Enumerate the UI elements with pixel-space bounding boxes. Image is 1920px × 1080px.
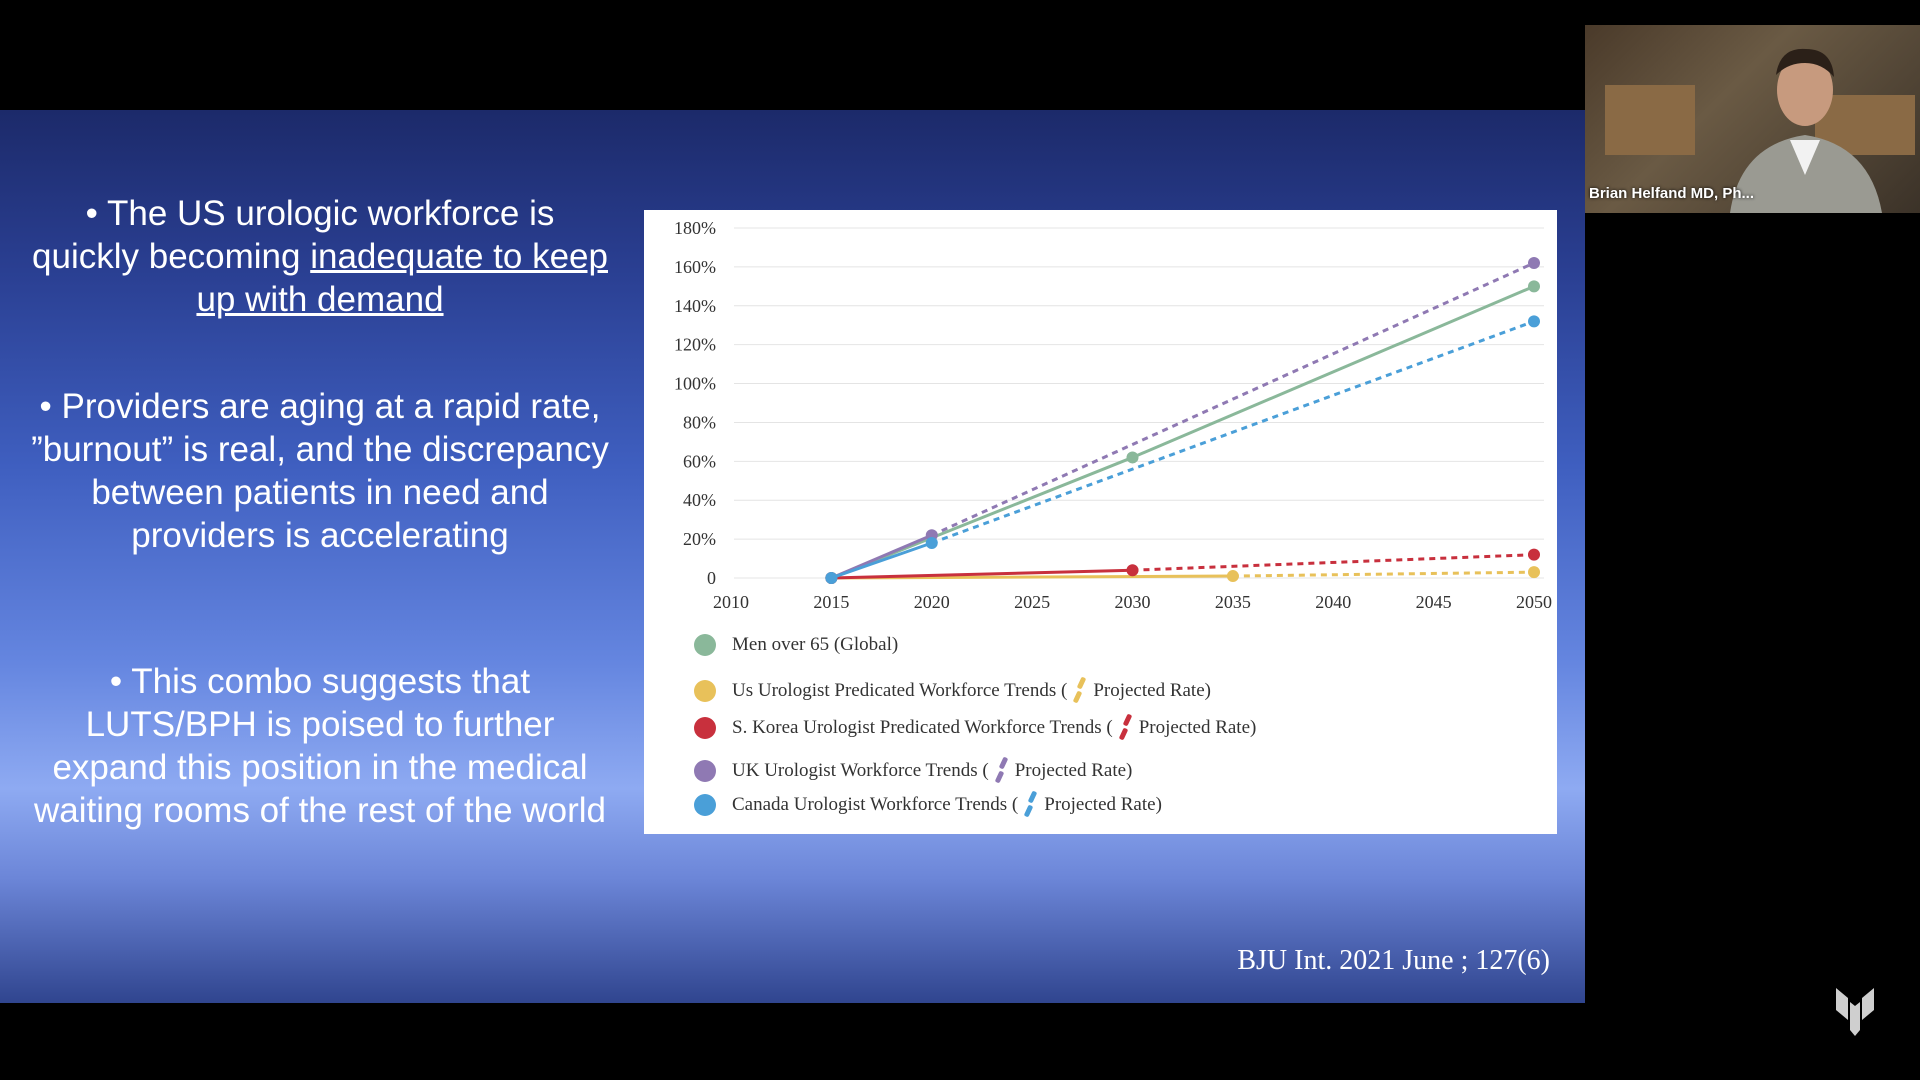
series-point	[1528, 257, 1540, 269]
x-tick-label: 2030	[1115, 592, 1151, 612]
series-point	[1528, 280, 1540, 293]
legend-item: S. Korea Urologist Predicated Workforce …	[694, 713, 1256, 743]
bullet-workforce-text: • The US urologic workforce is quickly b…	[32, 194, 555, 276]
legend-marker	[694, 794, 716, 816]
brand-logo-icon	[1836, 988, 1874, 1036]
y-tick-label: 160%	[674, 257, 716, 277]
legend-dash-icon	[1023, 790, 1038, 819]
y-tick-label: 20%	[683, 529, 716, 549]
legend-item: Men over 65 (Global)	[694, 630, 898, 660]
legend-label: Men over 65 (Global)	[732, 634, 899, 655]
legend-item: Canada Urologist Workforce Trends ( Proje…	[694, 790, 1162, 820]
legend-dash-icon	[994, 756, 1009, 785]
y-tick-label: 0	[707, 568, 716, 588]
legend-dash-icon	[1118, 713, 1133, 742]
x-tick-label: 2015	[813, 592, 849, 612]
speaker-avatar	[1730, 48, 1882, 213]
bullet-workforce: • The US urologic workforce is quickly b…	[30, 192, 610, 321]
legend-item: UK Urologist Workforce Trends ( Projected…	[694, 756, 1132, 786]
legend-marker	[694, 634, 716, 656]
x-tick-label: 2010	[713, 592, 749, 612]
legend-suffix: Projected Rate)	[1014, 760, 1133, 781]
legend-label: Canada Urologist Workforce Trends (	[732, 794, 1019, 815]
series-point	[1528, 548, 1540, 561]
x-tick-label: 2035	[1215, 592, 1251, 612]
y-tick-label: 120%	[674, 335, 716, 355]
series-line	[931, 319, 1535, 545]
legend-marker	[694, 760, 716, 782]
bullet-providers: • Providers are aging at a rapid rate, ”…	[31, 387, 609, 555]
speaker-name-label: Brian Helfand MD, Ph...	[1589, 185, 1755, 202]
series-point	[925, 537, 938, 549]
bullet-combo: • This combo suggests that LUTS/BPH is p…	[34, 662, 606, 830]
x-tick-label: 2040	[1315, 592, 1351, 612]
bullet-workforce-underlined: inadequate to keep up with demand	[196, 237, 608, 319]
y-tick-label: 60%	[683, 451, 716, 471]
y-tick-label: 100%	[674, 374, 716, 394]
series-point	[1226, 570, 1239, 583]
legend-marker	[694, 717, 716, 739]
legend-suffix: Projected Rate)	[1138, 717, 1257, 738]
legend-dash-icon	[1073, 676, 1087, 705]
x-tick-label: 2045	[1416, 592, 1452, 612]
series-point	[1126, 564, 1139, 577]
speaker-video-tile[interactable]: Brian Helfand MD, Ph...	[1585, 25, 1920, 213]
legend-label: S. Korea Urologist Predicated Workforce …	[732, 717, 1113, 738]
legend-suffix: Projected Rate)	[1044, 794, 1162, 815]
series-point	[1528, 566, 1540, 579]
chart-plot: 180% 160% 140% 120% 100% 80% 60% 40% 20% 0 2010 201…	[674, 218, 1552, 612]
series-point	[1126, 451, 1139, 464]
series-point	[825, 572, 838, 584]
workforce-chart: 180% 160% 140% 120% 100% 80% 60% 40% 20% 0 2010 201…	[644, 210, 1557, 834]
series-point	[1528, 315, 1540, 328]
legend-item: Us Urologist Predicated Workforce Trends…	[694, 676, 1211, 706]
y-tick-label: 180%	[674, 218, 716, 238]
y-tick-label: 140%	[674, 296, 716, 316]
x-tick-label: 2020	[914, 592, 950, 612]
x-tick-label: 2025	[1014, 592, 1050, 612]
legend-label: Us Urologist Predicated Workforce Trends…	[732, 680, 1068, 701]
series-line	[1132, 553, 1535, 572]
series-line	[1131, 284, 1535, 459]
legend-suffix: Projected Rate)	[1093, 680, 1211, 701]
series-line	[831, 568, 1133, 580]
legend-marker	[694, 680, 716, 702]
citation-text: BJU Int. 2021 June ; 127(6)	[1237, 945, 1550, 976]
series-line	[830, 541, 933, 580]
series-line	[1232, 570, 1535, 578]
y-tick-label: 80%	[683, 412, 716, 432]
presentation-slide: • The US urologic workforce is quickly b…	[0, 110, 1585, 1003]
x-tick-label: 2050	[1516, 592, 1552, 612]
series-line	[931, 261, 1535, 537]
y-tick-label: 40%	[683, 490, 716, 510]
legend-label: UK Urologist Workforce Trends (	[732, 760, 989, 781]
